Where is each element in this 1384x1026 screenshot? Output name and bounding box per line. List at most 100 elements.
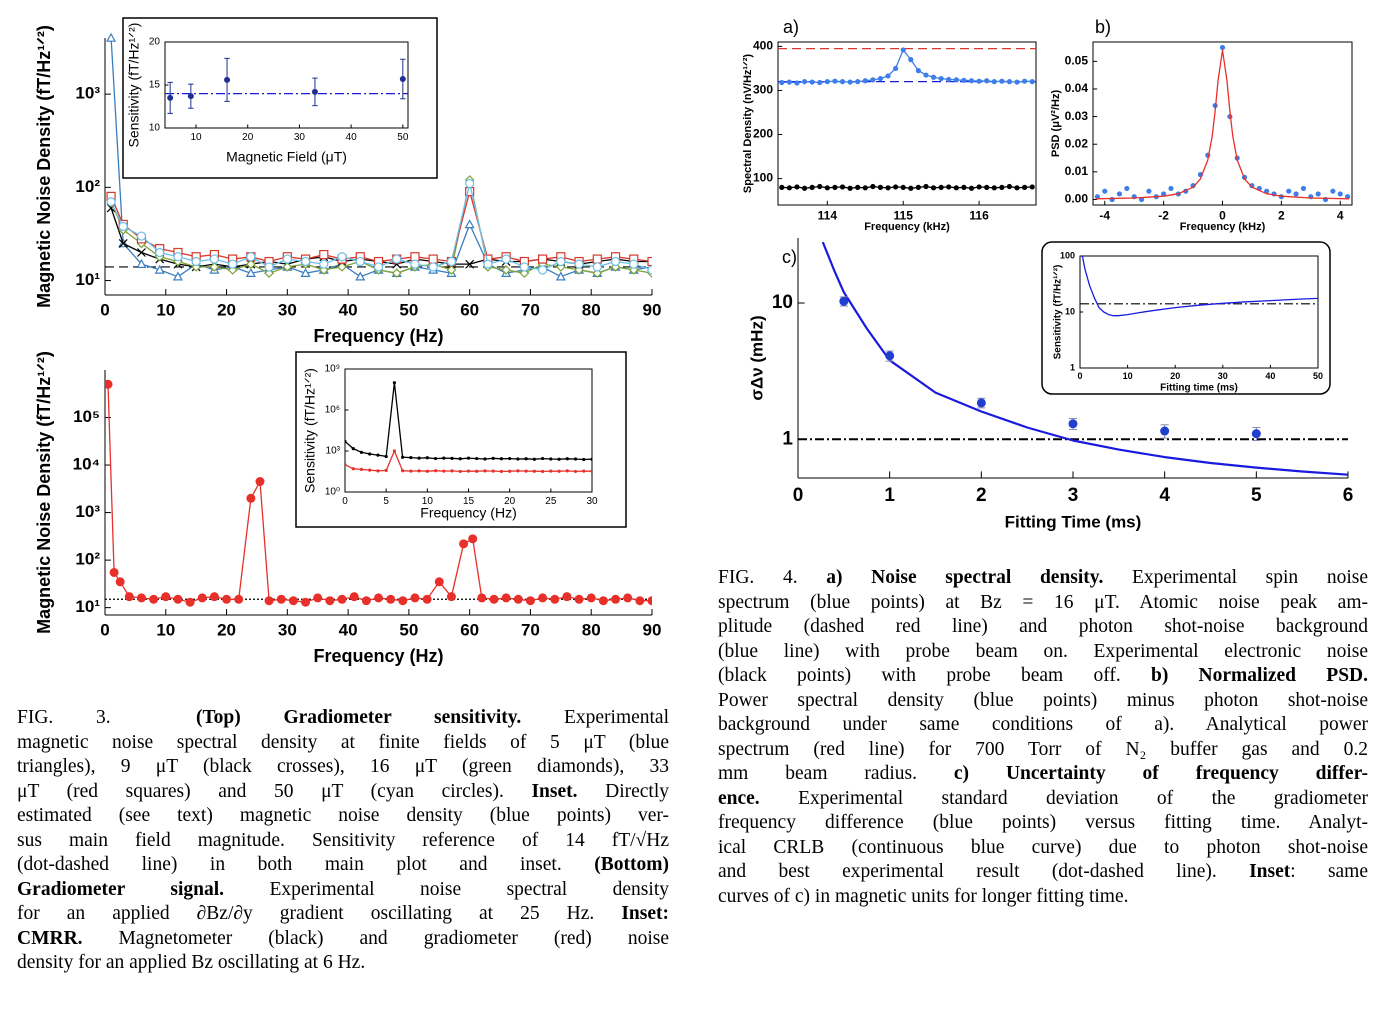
data-point [1102, 188, 1108, 194]
data-point [549, 457, 553, 461]
bold-text: (Top) Gradiometer sensitivity. [195, 707, 522, 728]
data-point [984, 78, 990, 84]
x-tick-label: 1 [884, 485, 895, 506]
plot-area [778, 47, 1036, 191]
y-tick-label: 10⁰ [325, 487, 340, 498]
caption-line: estimated (see text) magnetic noise dens… [17, 804, 669, 829]
data-point [410, 593, 420, 603]
data-point [246, 259, 256, 269]
x-tick-label: 25 [545, 496, 557, 507]
data-point [468, 534, 478, 544]
data-point [598, 596, 608, 606]
data-point [319, 249, 329, 260]
caption-line: and best experimental result (dot-dashed… [718, 860, 1368, 885]
text: (dot-dashed line) in both main plot and … [17, 854, 595, 875]
text: FIG. 3. [17, 707, 196, 728]
data-point [106, 32, 117, 42]
bold-text: Gradiometer signal. [17, 878, 225, 900]
x-tick-label: 4 [1159, 485, 1170, 506]
y-axis-title: Magnetic Noise Density (fT/Hz¹ᐟ²) [34, 25, 54, 308]
data-point [325, 596, 335, 606]
data-point [519, 262, 529, 272]
data-point [537, 254, 548, 264]
data-point [839, 79, 846, 85]
data-point [282, 254, 292, 264]
x-tick-label: 70 [521, 301, 540, 320]
data-point [124, 592, 134, 602]
caption-line: μT (red squares) and 50 μT (cyan circles… [17, 780, 669, 805]
data-point [136, 258, 147, 268]
data-point [483, 259, 493, 269]
data-point [115, 577, 125, 587]
data-point [794, 80, 800, 86]
data-point [1251, 429, 1261, 439]
y-tick-label: 10⁵ [73, 407, 100, 426]
data-point [565, 469, 569, 473]
series-line [821, 241, 1348, 476]
caption-line: CMRR. Magnetometer (black) and gradiomet… [17, 927, 669, 952]
text: Experimental noise spectral density [224, 878, 669, 900]
data-point [556, 256, 566, 267]
data-point [106, 197, 116, 207]
data-point [786, 79, 792, 85]
inset-frame [1041, 241, 1331, 395]
data-point [1286, 188, 1292, 194]
data-point [923, 72, 929, 78]
x-axis-title: Frequency (Hz) [420, 505, 516, 521]
data-point [446, 592, 456, 602]
data-point [590, 457, 592, 461]
data-point [549, 469, 553, 473]
text: plitude (dashed red line) and photon sho… [718, 616, 1368, 637]
x-tick-label: 3 [1068, 485, 1079, 506]
chart: 0 10 20 30 40 50 1 10 100 Fitting time (ms) Sensit… [1041, 241, 1331, 395]
data-point [557, 457, 561, 461]
x-tick-label: 5 [1251, 485, 1262, 506]
text: Experimental [521, 707, 670, 728]
text: FIG. 4. [718, 567, 827, 588]
y-tick-label: 10³ [326, 446, 341, 457]
data-point [137, 248, 146, 257]
caption-line: Gradiometer signal. Experimental noise s… [17, 878, 669, 903]
data-point [1315, 191, 1321, 197]
data-point [359, 450, 364, 454]
data-point [524, 469, 528, 473]
data-point [862, 185, 868, 191]
chart: 10 20 30 40 50 10 15 20 Magnetic Field (μT) Sensi… [122, 17, 438, 179]
data-point [573, 457, 578, 461]
data-point [893, 65, 899, 72]
data-point [392, 254, 402, 264]
data-point [422, 594, 432, 604]
data-point [870, 77, 876, 83]
caption-line: spectrum (red line) for 700 Torr of N₂ b… [718, 738, 1368, 763]
caption-line: triangles), 9 μT (black crosses), 16 μT … [17, 755, 669, 780]
x-tick-label: 40 [339, 301, 358, 320]
x-axis-title: Magnetic Field (μT) [226, 149, 347, 165]
data-point [532, 469, 536, 473]
text: triangles), 9 μT (black crosses), 16 μT … [17, 756, 669, 777]
data-point [466, 456, 471, 460]
text: ical CRLB (continuous blue curve) due to… [718, 836, 1368, 858]
bold-text: Inset [1249, 861, 1291, 882]
data-point [908, 57, 914, 63]
series-line [1081, 255, 1318, 317]
y-tick-label: 400 [753, 39, 773, 53]
data-point [466, 469, 471, 473]
data-point [1029, 184, 1035, 190]
data-point [961, 184, 967, 190]
data-point [961, 77, 967, 83]
data-point [1006, 79, 1013, 85]
data-point [508, 469, 512, 473]
data-point [1190, 183, 1196, 189]
data-point [255, 477, 265, 487]
data-point [999, 78, 1005, 84]
y-tick-label: 10³ [75, 502, 100, 521]
data-point [516, 457, 520, 461]
bold-text: Inset: [621, 903, 669, 924]
text: magnetic noise spectral density at finit… [17, 731, 669, 753]
data-point [450, 469, 454, 473]
data-point [779, 184, 785, 190]
data-point [392, 449, 396, 453]
x-tick-label: 90 [643, 621, 662, 640]
inset-frame [122, 17, 438, 179]
data-point [191, 262, 202, 272]
